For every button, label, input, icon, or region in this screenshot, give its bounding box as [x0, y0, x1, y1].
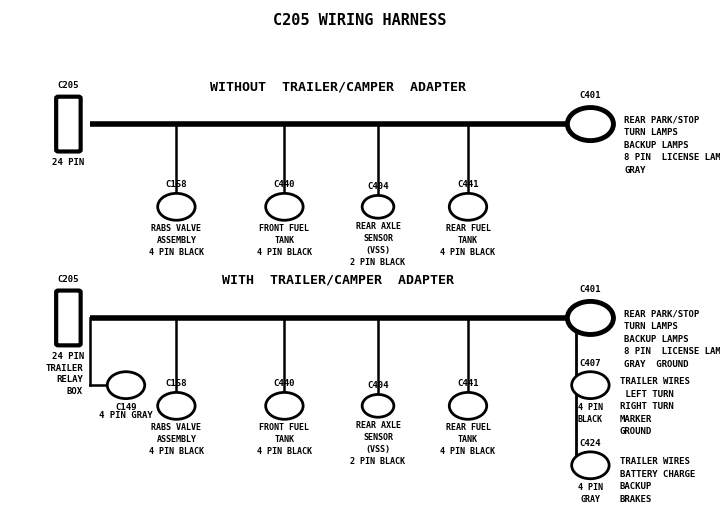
- Text: REAR PARK/STOP
TURN LAMPS
BACKUP LAMPS
8 PIN  LICENSE LAMPS
GRAY: REAR PARK/STOP TURN LAMPS BACKUP LAMPS 8…: [624, 116, 720, 175]
- Text: REAR FUEL
TANK
4 PIN BLACK: REAR FUEL TANK 4 PIN BLACK: [441, 224, 495, 257]
- Circle shape: [362, 195, 394, 218]
- Circle shape: [449, 193, 487, 220]
- Text: C441: C441: [457, 180, 479, 189]
- Circle shape: [572, 372, 609, 399]
- Circle shape: [567, 108, 613, 141]
- Text: 4 PIN
GRAY: 4 PIN GRAY: [578, 483, 603, 504]
- Text: C404: C404: [367, 382, 389, 390]
- Circle shape: [158, 392, 195, 419]
- Text: WITH  TRAILER/CAMPER  ADAPTER: WITH TRAILER/CAMPER ADAPTER: [222, 274, 454, 287]
- Text: FRONT FUEL
TANK
4 PIN BLACK: FRONT FUEL TANK 4 PIN BLACK: [257, 423, 312, 456]
- Text: 24 PIN: 24 PIN: [53, 158, 84, 166]
- Text: C401: C401: [580, 285, 601, 294]
- Text: C205 WIRING HARNESS: C205 WIRING HARNESS: [274, 13, 446, 28]
- Circle shape: [449, 392, 487, 419]
- FancyBboxPatch shape: [56, 291, 81, 345]
- Text: 4 PIN GRAY: 4 PIN GRAY: [99, 411, 153, 420]
- Text: FRONT FUEL
TANK
4 PIN BLACK: FRONT FUEL TANK 4 PIN BLACK: [257, 224, 312, 257]
- Circle shape: [362, 394, 394, 417]
- Text: REAR AXLE
SENSOR
(VSS)
2 PIN BLACK: REAR AXLE SENSOR (VSS) 2 PIN BLACK: [351, 222, 405, 267]
- Text: REAR AXLE
SENSOR
(VSS)
2 PIN BLACK: REAR AXLE SENSOR (VSS) 2 PIN BLACK: [351, 421, 405, 466]
- Text: REAR FUEL
TANK
4 PIN BLACK: REAR FUEL TANK 4 PIN BLACK: [441, 423, 495, 456]
- Text: WITHOUT  TRAILER/CAMPER  ADAPTER: WITHOUT TRAILER/CAMPER ADAPTER: [210, 80, 467, 93]
- Circle shape: [567, 301, 613, 334]
- Text: C158: C158: [166, 180, 187, 189]
- Text: RABS VALVE
ASSEMBLY
4 PIN BLACK: RABS VALVE ASSEMBLY 4 PIN BLACK: [149, 224, 204, 257]
- Text: C404: C404: [367, 183, 389, 191]
- Text: C401: C401: [580, 91, 601, 100]
- Circle shape: [107, 372, 145, 399]
- Text: C205: C205: [58, 82, 79, 90]
- Text: RABS VALVE
ASSEMBLY
4 PIN BLACK: RABS VALVE ASSEMBLY 4 PIN BLACK: [149, 423, 204, 456]
- Text: 4 PIN
BLACK: 4 PIN BLACK: [578, 403, 603, 423]
- Text: C441: C441: [457, 379, 479, 388]
- Text: C149: C149: [115, 403, 137, 412]
- Text: TRAILER WIRES
BATTERY CHARGE
BACKUP
BRAKES: TRAILER WIRES BATTERY CHARGE BACKUP BRAK…: [620, 457, 696, 504]
- Text: TRAILER WIRES
 LEFT TURN
RIGHT TURN
MARKER
GROUND: TRAILER WIRES LEFT TURN RIGHT TURN MARKE…: [620, 377, 690, 436]
- Text: C440: C440: [274, 180, 295, 189]
- Text: REAR PARK/STOP
TURN LAMPS
BACKUP LAMPS
8 PIN  LICENSE LAMPS
GRAY  GROUND: REAR PARK/STOP TURN LAMPS BACKUP LAMPS 8…: [624, 310, 720, 369]
- Circle shape: [266, 392, 303, 419]
- Text: 24 PIN: 24 PIN: [53, 352, 84, 360]
- Circle shape: [572, 452, 609, 479]
- Text: TRAILER
RELAY
BOX: TRAILER RELAY BOX: [45, 363, 83, 397]
- Circle shape: [158, 193, 195, 220]
- Text: C440: C440: [274, 379, 295, 388]
- FancyBboxPatch shape: [56, 97, 81, 151]
- Text: C407: C407: [580, 359, 601, 368]
- Text: C205: C205: [58, 276, 79, 284]
- Text: C158: C158: [166, 379, 187, 388]
- Text: C424: C424: [580, 439, 601, 448]
- Circle shape: [266, 193, 303, 220]
